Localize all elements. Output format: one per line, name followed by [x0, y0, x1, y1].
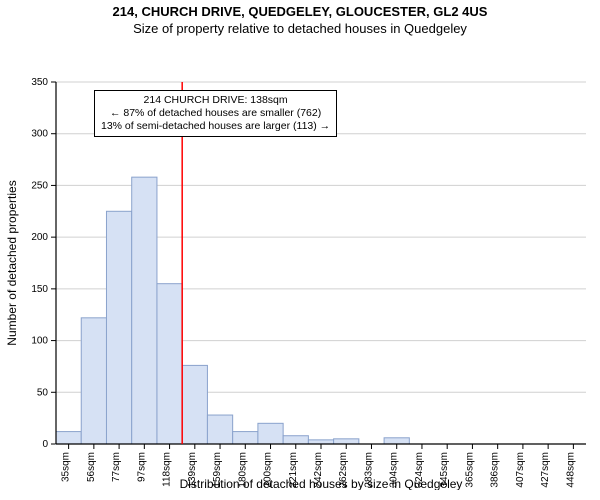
svg-text:100: 100	[31, 336, 48, 347]
svg-text:50: 50	[37, 387, 49, 398]
footer-attribution: Contains HM Land Registry data © Crown c…	[0, 495, 600, 500]
svg-text:300: 300	[31, 129, 48, 140]
title-desc: Size of property relative to detached ho…	[0, 21, 600, 36]
x-tick-label: 56sqm	[86, 452, 97, 482]
annotation-line: ← 87% of detached houses are smaller (76…	[101, 107, 330, 120]
svg-text:0: 0	[42, 439, 48, 450]
annotation-box: 214 CHURCH DRIVE: 138sqm← 87% of detache…	[94, 90, 337, 137]
svg-text:150: 150	[31, 284, 48, 295]
x-tick-label: 448sqm	[565, 452, 576, 488]
chart-container: 0 50 100 150 200 250 300 350 35sqm 56sqm 77sqm 97sq…	[0, 36, 600, 495]
x-tick-label: 77sqm	[111, 452, 122, 482]
x-axis-label: Distribution of detached houses by size …	[180, 477, 463, 490]
x-tick-label: 365sqm	[464, 452, 475, 488]
svg-text:200: 200	[31, 232, 48, 243]
x-tick-label: 427sqm	[540, 452, 551, 488]
annotation-line: 13% of semi-detached houses are larger (…	[101, 120, 330, 133]
svg-text:350: 350	[31, 77, 48, 88]
x-tick-label: 407sqm	[515, 452, 526, 488]
title-address: 214, CHURCH DRIVE, QUEDGELEY, GLOUCESTER…	[0, 4, 600, 19]
x-tick-label: 386sqm	[490, 452, 501, 488]
svg-text:250: 250	[31, 180, 48, 191]
y-axis-label: Number of detached properties	[5, 180, 19, 345]
annotation-line: 214 CHURCH DRIVE: 138sqm	[101, 94, 330, 107]
x-tick-label: 35sqm	[61, 452, 72, 482]
chart-titles: 214, CHURCH DRIVE, QUEDGELEY, GLOUCESTER…	[0, 4, 600, 36]
x-tick-label: 97sqm	[136, 452, 147, 482]
x-tick-label: 118sqm	[162, 452, 173, 487]
